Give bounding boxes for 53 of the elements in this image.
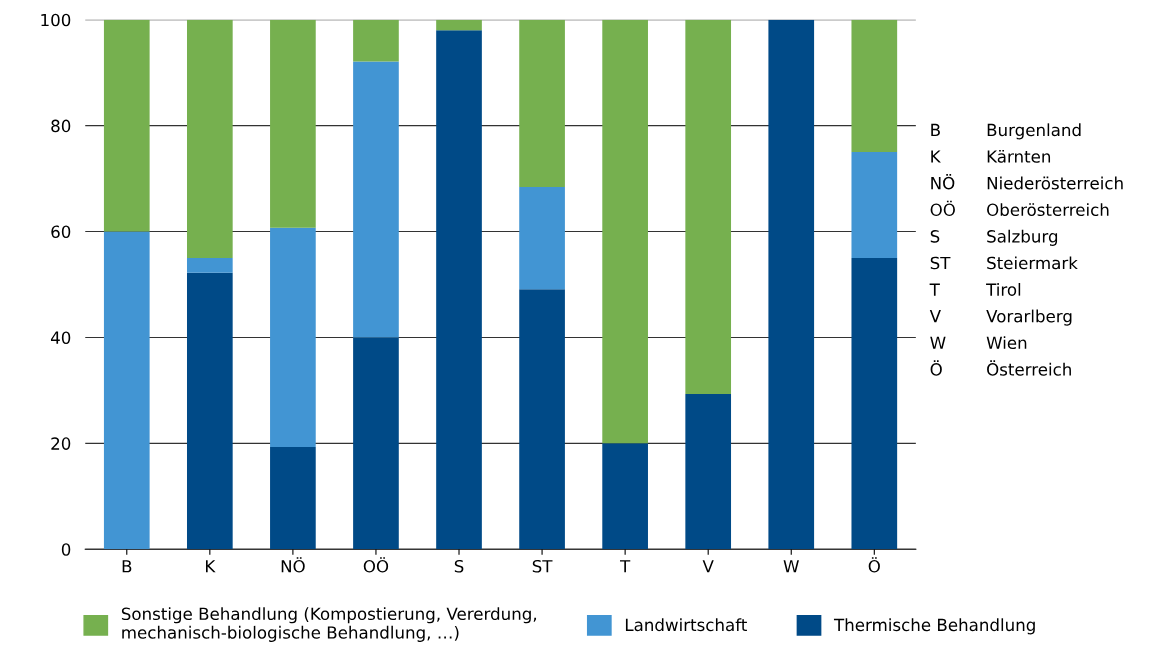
bar bbox=[353, 61, 399, 338]
legend-label: Thermische Behandlung bbox=[833, 618, 1035, 635]
bar bbox=[103, 231, 150, 550]
bar bbox=[353, 19, 399, 62]
legend-label: Landwirtschaft bbox=[625, 618, 747, 632]
legend-label: Sonstige Behandlung (Kompostierung, Vererdung, mechanisch-biologische Behandlung, …) bbox=[121, 607, 537, 642]
x-tick-label: K bbox=[206, 560, 216, 573]
bar bbox=[519, 289, 565, 550]
x-tick-label: S bbox=[454, 559, 464, 573]
text: S Salzburg bbox=[930, 229, 1058, 246]
bar bbox=[103, 19, 150, 232]
y-tick-label: 40 bbox=[50, 331, 71, 344]
bar bbox=[851, 19, 898, 153]
bar bbox=[270, 447, 316, 550]
x-tick-label: ST bbox=[532, 559, 553, 573]
x-tick-label: T bbox=[619, 560, 631, 573]
text: K Kärnten bbox=[931, 149, 1051, 163]
bar bbox=[353, 337, 399, 550]
y-tick-label: 0 bbox=[61, 543, 71, 556]
x-tick-label: B bbox=[122, 560, 132, 573]
bar bbox=[519, 19, 565, 188]
bar bbox=[685, 394, 732, 550]
bar bbox=[187, 19, 233, 258]
bar bbox=[270, 227, 316, 448]
bar bbox=[187, 258, 233, 273]
x-tick-label: W bbox=[783, 560, 799, 573]
bar bbox=[602, 19, 648, 444]
bar bbox=[436, 19, 482, 31]
text: B Burgenland bbox=[931, 123, 1081, 140]
x-tick-label: V bbox=[702, 560, 714, 573]
x-tick-label: OÖ bbox=[363, 557, 389, 573]
bar bbox=[187, 272, 233, 550]
bar bbox=[519, 187, 565, 290]
x-tick-label: Ö bbox=[868, 557, 880, 573]
y-tick-label: 60 bbox=[51, 225, 71, 239]
y-tick-label: 100 bbox=[41, 13, 71, 27]
bar bbox=[851, 152, 898, 258]
text: Ö Österreich bbox=[930, 360, 1071, 376]
text: ST Steiermark bbox=[930, 256, 1078, 270]
y-tick-label: 20 bbox=[51, 437, 71, 450]
y-tick-label: 80 bbox=[51, 119, 71, 133]
bar bbox=[602, 443, 648, 550]
text: T Tirol bbox=[929, 282, 1021, 296]
bar bbox=[685, 19, 732, 395]
text: V Vorarlberg bbox=[929, 309, 1072, 326]
text: NÖ Niederösterreich bbox=[931, 174, 1123, 190]
bar bbox=[768, 19, 815, 550]
bar bbox=[851, 258, 898, 550]
text: OÖ Oberösterreich bbox=[930, 200, 1109, 217]
bar bbox=[270, 19, 316, 228]
text: W Wien bbox=[930, 336, 1027, 350]
bar bbox=[436, 30, 482, 550]
x-tick-label: NÖ bbox=[281, 557, 305, 573]
